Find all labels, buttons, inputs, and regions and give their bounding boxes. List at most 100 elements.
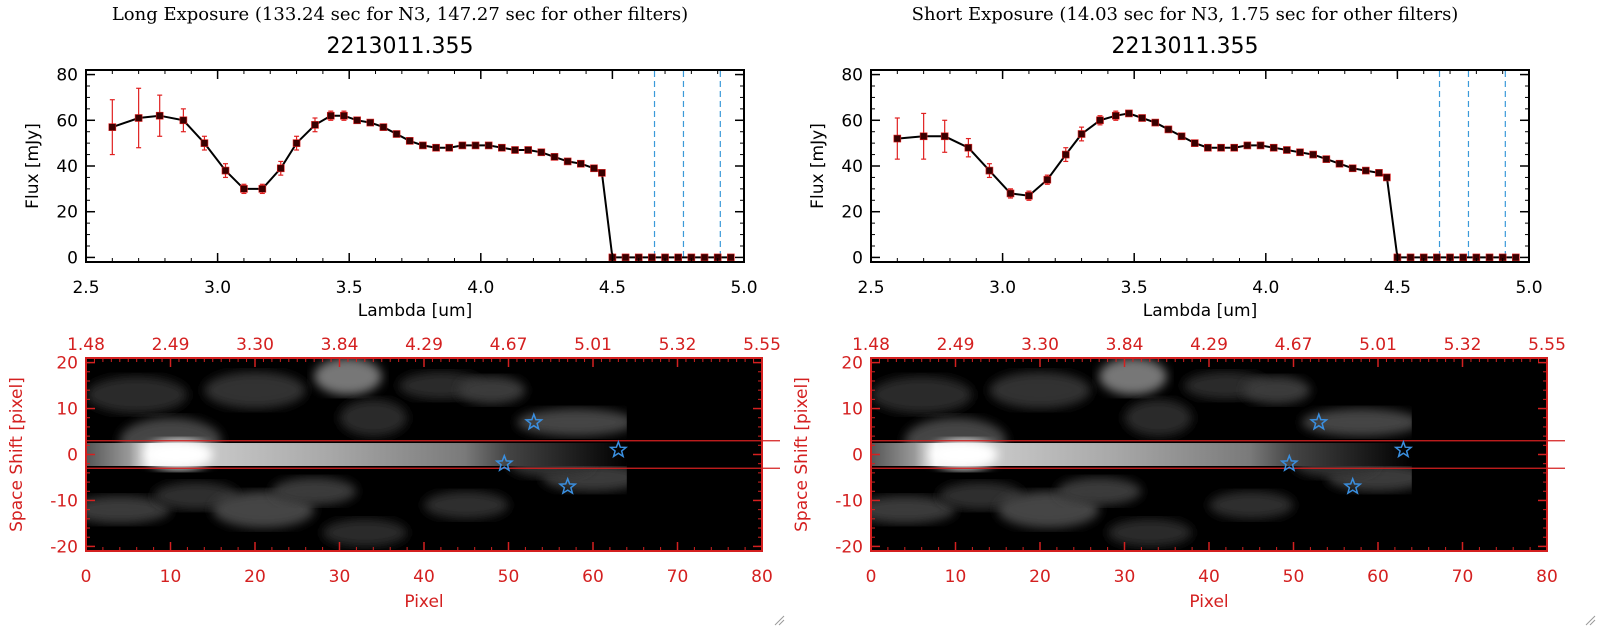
x-tick-label: 4.5	[1384, 278, 1411, 298]
flux-point	[392, 130, 401, 138]
flux-point	[1256, 141, 1265, 150]
pixel-tick-label: 30	[1114, 567, 1136, 587]
x-tick-label: 4.5	[599, 278, 626, 298]
x-tick-label: 2.5	[72, 278, 99, 298]
flux-point	[1433, 253, 1441, 262]
flux-point	[179, 116, 188, 125]
wavelength-tick-label: 1.48	[852, 335, 890, 355]
flux-point	[1406, 253, 1415, 262]
y-tick-label: 20	[841, 203, 863, 223]
flux-point	[1177, 132, 1186, 141]
image-blob	[871, 495, 956, 524]
wavelength-tick-label: 1.48	[67, 335, 105, 355]
star-marker	[494, 453, 514, 472]
pixel-tick-label: 10	[160, 567, 182, 587]
wavelength-tick-label: 5.32	[659, 335, 697, 355]
source-core	[145, 439, 213, 470]
flux-line	[111, 114, 731, 259]
pixel-tick-label: 50	[1283, 567, 1305, 587]
image-blob	[314, 358, 382, 395]
wavelength-tick-label: 3.30	[1021, 335, 1059, 355]
shift-tick-label: -20	[835, 537, 863, 557]
x-tick-label: 3.0	[989, 278, 1016, 298]
flux-point	[674, 253, 683, 262]
shift-tick-label: 10	[841, 400, 863, 420]
image-blob	[86, 495, 171, 524]
flux-point	[1164, 125, 1173, 134]
shift-tick-label: 0	[852, 446, 863, 466]
flux-point	[919, 132, 928, 141]
pixel-tick-label: 70	[1452, 567, 1474, 587]
image-blob	[1242, 376, 1311, 404]
image-blob	[516, 408, 636, 437]
wavelength-tick-label: 5.55	[743, 335, 781, 355]
wavelength-tick-label: 4.29	[1190, 335, 1228, 355]
wavelength-tick-label: 3.84	[1106, 335, 1144, 355]
flux-point	[1322, 155, 1331, 163]
pixel-axis-label: Pixel	[404, 592, 443, 612]
x-tick-label: 4.0	[467, 278, 494, 298]
flux-point	[353, 116, 361, 125]
flux-line	[897, 112, 1516, 259]
flux-point	[1006, 189, 1015, 198]
flux-point	[1204, 143, 1212, 152]
flux-point	[445, 143, 454, 152]
flux-point	[1362, 166, 1370, 175]
resize-grip-icon[interactable]	[773, 614, 785, 626]
object-id-title: 2213011.355	[326, 34, 474, 59]
flux-point	[985, 166, 994, 175]
star-marker	[1393, 439, 1414, 459]
image-blob	[1209, 491, 1294, 519]
flux-point	[1077, 130, 1086, 138]
star-marker	[524, 412, 544, 431]
flux-point	[940, 132, 949, 141]
y-tick-label: 60	[841, 111, 863, 131]
flux-point	[258, 185, 267, 193]
x-tick-label: 5.0	[1515, 278, 1542, 298]
spectral-trace	[86, 443, 627, 466]
plot-frame	[870, 69, 1530, 263]
pixel-tick-label: 40	[1198, 567, 1220, 587]
pixel-axis-label: Pixel	[1189, 592, 1228, 612]
flux-point	[1025, 191, 1033, 200]
x-tick-label: 5.0	[730, 278, 757, 298]
long-exposure-chart: 2.5 3.0 3.5 4.0 4.5 5.0 0 20 40 60 80 Lambda [um] Fl…	[7, 66, 781, 612]
x-axis-label: Lambda [um]	[358, 301, 472, 321]
flux-point	[432, 143, 440, 152]
shift-axis-label: Space Shift [pixel]	[7, 377, 27, 532]
y-tick-label: 0	[67, 248, 78, 268]
flux-point	[1375, 169, 1383, 177]
flux-point	[221, 166, 230, 175]
short-exposure-panel: Short Exposure (14.03 sec for N3, 1.75 s…	[785, 0, 1585, 630]
exposure-title: Long Exposure (133.24 sec for N3, 147.27…	[111, 4, 689, 25]
flux-point	[964, 143, 973, 152]
flux-point	[524, 146, 532, 154]
flux-point	[498, 143, 506, 152]
shift-tick-label: 20	[841, 354, 863, 374]
flux-point	[1111, 111, 1120, 120]
resize-grip-icon[interactable]	[1584, 614, 1596, 626]
image-blob	[1099, 358, 1167, 395]
y-axis-label: Flux [mJy]	[808, 123, 828, 209]
pixel-tick-label: 40	[413, 567, 435, 587]
pixel-tick-label: 80	[1536, 567, 1558, 587]
pixel-tick-label: 0	[866, 567, 877, 587]
y-tick-label: 0	[852, 248, 863, 268]
flux-point	[1283, 146, 1291, 154]
y-tick-label: 80	[56, 66, 78, 86]
star-marker	[608, 439, 629, 459]
wavelength-tick-label: 2.49	[937, 335, 975, 355]
wavelength-tick-label: 5.55	[1528, 335, 1566, 355]
plot-frame	[85, 69, 745, 263]
pixel-tick-label: 60	[582, 567, 604, 587]
wavelength-tick-label: 5.01	[574, 335, 612, 355]
flux-point	[1138, 114, 1146, 122]
pixel-tick-label: 60	[1367, 567, 1389, 587]
flux-point	[1151, 118, 1160, 127]
flux-point	[419, 141, 427, 150]
flux-point	[648, 253, 656, 262]
shift-tick-label: 20	[56, 354, 78, 374]
flux-point	[727, 253, 735, 262]
flux-point	[1243, 141, 1252, 150]
